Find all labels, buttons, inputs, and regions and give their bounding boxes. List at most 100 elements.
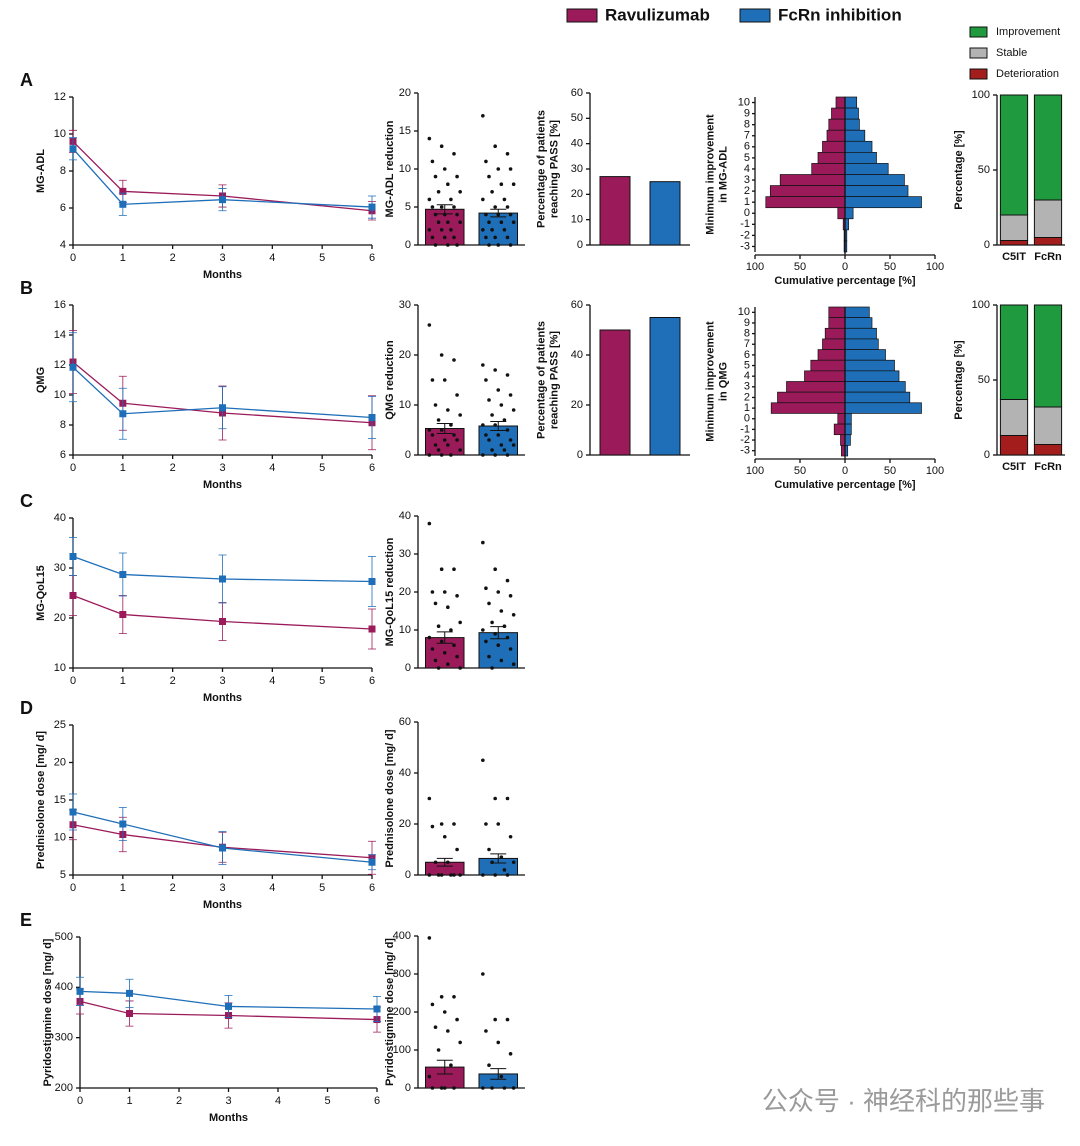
- bar: [831, 107, 846, 120]
- x-tick-label: FcRn: [1034, 251, 1062, 263]
- data-point: [458, 220, 462, 224]
- data-point: [427, 936, 432, 940]
- data-point: [436, 873, 441, 877]
- marker: [119, 571, 127, 578]
- bar: [844, 359, 895, 372]
- bar-segment: [999, 94, 1029, 216]
- bar: [844, 107, 859, 120]
- bar: [844, 370, 900, 382]
- data-point: [455, 1017, 459, 1022]
- y-tick-label: 30: [571, 163, 583, 175]
- data-point: [505, 578, 510, 583]
- x-tick-label: 0: [70, 882, 76, 894]
- bar: [844, 306, 870, 318]
- data-point: [449, 453, 453, 457]
- x-tick-label: 0: [77, 1095, 83, 1107]
- x-tick-label: 5: [319, 462, 325, 474]
- y-axis-label: Prednisolone dose [mg/ d]: [35, 731, 47, 869]
- y-tick-label: 4: [744, 163, 750, 175]
- y-tick-label: 16: [54, 299, 66, 311]
- data-point: [442, 167, 447, 171]
- y-tick-label: -1: [740, 423, 750, 435]
- data-point: [511, 443, 516, 447]
- data-point: [484, 639, 488, 644]
- bar-segment: [999, 240, 1029, 246]
- marker: [368, 203, 376, 211]
- panel-label: D: [20, 698, 33, 718]
- data-point: [511, 613, 516, 617]
- data-point: [446, 182, 450, 186]
- y-tick-label: 5: [405, 201, 411, 213]
- y-tick-label: 9: [744, 108, 750, 120]
- data-point: [452, 1086, 456, 1090]
- y-tick-label: 40: [54, 512, 66, 524]
- marker: [126, 1010, 133, 1018]
- data-point: [442, 1086, 447, 1090]
- data-point: [446, 408, 450, 412]
- data-point: [430, 378, 435, 382]
- data-point: [427, 428, 432, 432]
- y-tick-label: 60: [571, 299, 583, 311]
- data-point: [442, 235, 447, 240]
- y-tick-label: 0: [405, 662, 411, 674]
- data-point: [508, 438, 513, 442]
- series-line: [79, 990, 378, 1010]
- x-tick-label: 1: [120, 675, 126, 687]
- y-tick-label: 6: [744, 349, 750, 361]
- y-tick-label: 10: [571, 214, 583, 226]
- marker: [69, 363, 77, 371]
- y-tick-label: 1: [744, 196, 750, 208]
- data-point: [511, 662, 516, 666]
- bar: [835, 96, 846, 109]
- data-point: [449, 197, 453, 202]
- data-point: [449, 228, 453, 232]
- data-point: [446, 243, 450, 247]
- data-point: [427, 1074, 432, 1079]
- y-tick-label: 10: [54, 831, 66, 843]
- data-point: [427, 873, 432, 877]
- marker: [119, 200, 127, 208]
- data-point: [511, 860, 516, 865]
- data-point: [505, 373, 510, 377]
- bar: [844, 402, 922, 414]
- y-tick-label: 1: [744, 402, 750, 414]
- data-point: [487, 1063, 491, 1067]
- x-tick-label: 100: [926, 261, 944, 273]
- data-point: [442, 834, 447, 839]
- x-tick-label: 50: [884, 261, 896, 273]
- data-point: [439, 873, 444, 877]
- x-tick-label: 6: [369, 882, 375, 894]
- y-tick-label: 20: [399, 87, 411, 99]
- y-tick-label: 200: [55, 1082, 73, 1094]
- bar: [822, 140, 846, 153]
- x-tick-label: 0: [842, 465, 848, 477]
- legend-swatch: [969, 47, 988, 59]
- data-point: [452, 235, 456, 240]
- x-axis-label: Cumulative percentage [%]: [774, 479, 916, 491]
- data-point: [508, 647, 513, 651]
- data-point: [505, 235, 510, 240]
- marker: [69, 145, 77, 153]
- bar: [833, 423, 846, 436]
- data-point: [508, 243, 513, 247]
- x-axis-label: Months: [203, 479, 242, 491]
- data-point: [436, 190, 441, 194]
- y-axis-label: Minimum improvement: [704, 114, 716, 235]
- data-point: [496, 1040, 501, 1045]
- data-point: [490, 620, 494, 625]
- data-point: [449, 628, 453, 632]
- y-tick-label: 6: [744, 141, 750, 153]
- marker: [119, 410, 127, 418]
- data-point: [446, 860, 450, 865]
- data-point: [487, 243, 491, 247]
- data-point: [442, 378, 447, 382]
- data-point: [487, 220, 491, 224]
- bar: [844, 96, 858, 109]
- y-axis-label: in MG-ADL: [717, 146, 729, 203]
- data-point: [499, 1074, 504, 1079]
- watermark: 公众号 · 神经科的那些事: [762, 1086, 1045, 1116]
- bar: [840, 434, 846, 446]
- data-point: [452, 152, 456, 156]
- data-point: [481, 873, 485, 877]
